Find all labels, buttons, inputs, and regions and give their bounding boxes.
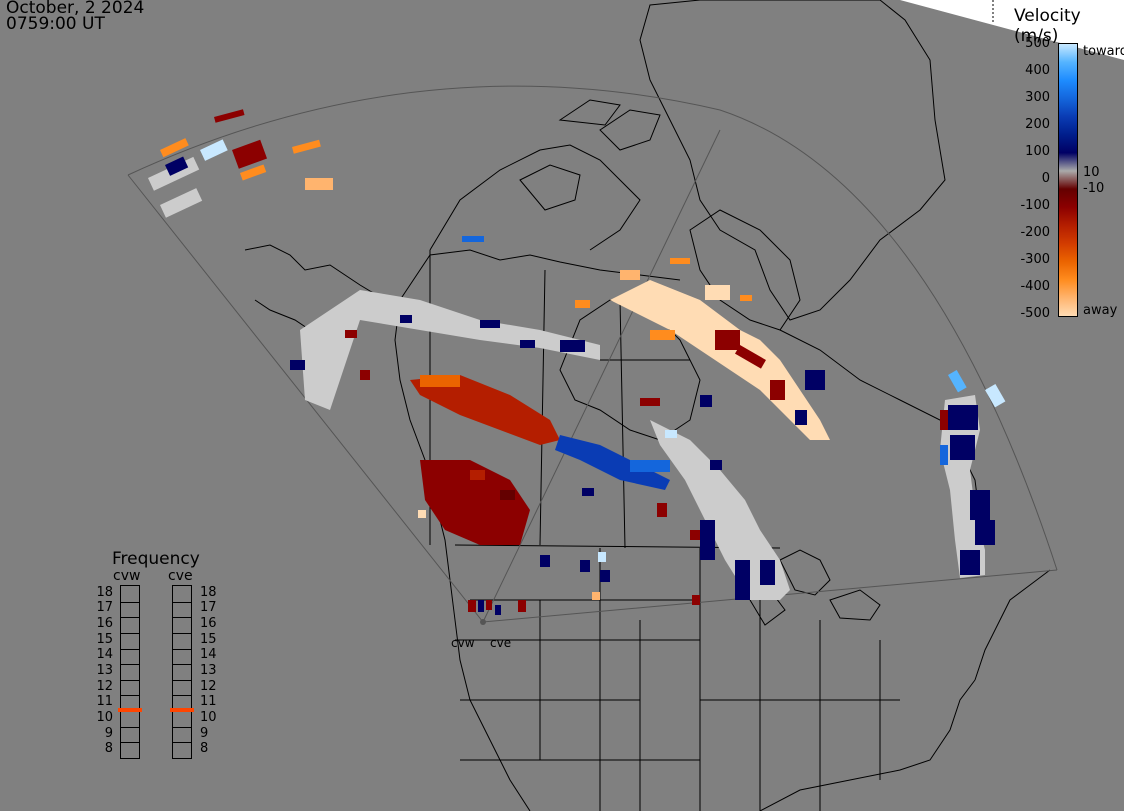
frequency-gridline xyxy=(173,679,191,681)
frequency-gridline xyxy=(173,726,191,728)
frequency-level-label: 8 xyxy=(200,741,209,757)
frequency-gridline xyxy=(173,601,191,603)
date-label: October, 2 2024 xyxy=(6,0,145,18)
frequency-level-label: 18 xyxy=(200,584,217,600)
colorbar-tick: -500 xyxy=(1020,306,1050,321)
frequency-level-label: 11 xyxy=(96,694,113,710)
frequency-level-label: 10 xyxy=(200,709,217,725)
frequency-gridline xyxy=(121,695,139,697)
frequency-marker xyxy=(170,707,194,712)
frequency-marker xyxy=(118,707,142,712)
frequency-level-label: 9 xyxy=(104,725,113,741)
colorbar-tick: 200 xyxy=(1025,117,1050,132)
colorbar-tick: -200 xyxy=(1020,225,1050,240)
colorbar-tick: 100 xyxy=(1025,144,1050,159)
colorbar-tick: -400 xyxy=(1020,279,1050,294)
colorbar-tick: 500 xyxy=(1025,36,1050,51)
colorbar-tick: -100 xyxy=(1020,198,1050,213)
site-label-cve: cve xyxy=(490,636,512,650)
colorbar-minus10-label: -10 xyxy=(1083,181,1105,196)
colorbar-tick: 0 xyxy=(1041,171,1050,186)
frequency-gridline xyxy=(121,632,139,634)
frequency-gridline xyxy=(173,695,191,697)
radar-label-cve: cve xyxy=(168,568,193,584)
frequency-level-label: 15 xyxy=(96,631,113,647)
colorbar xyxy=(1058,43,1078,317)
frequency-gridline xyxy=(121,617,139,619)
colorbar-toward-label: toward xyxy=(1083,44,1124,59)
frequency-level-label: 18 xyxy=(96,584,113,600)
frequency-bar-cve xyxy=(170,585,194,759)
frequency-level-label: 11 xyxy=(200,694,217,710)
radar-label-cvw: cvw xyxy=(113,568,141,584)
frequency-gridline xyxy=(121,601,139,603)
frequency-gridline xyxy=(121,664,139,666)
frequency-level-label: 10 xyxy=(96,709,113,725)
colorbar-title: Velocity (m/s) xyxy=(1014,6,1081,46)
frequency-gridline xyxy=(173,742,191,744)
colorbar-plus10-label: 10 xyxy=(1083,165,1100,180)
frequency-bar-cvw xyxy=(118,585,142,759)
frequency-level-label: 17 xyxy=(200,600,217,616)
colorbar-away-label: away xyxy=(1083,303,1118,318)
frequency-level-label: 16 xyxy=(200,616,217,632)
site-label-cvw: cvw xyxy=(451,636,475,650)
frequency-gridline xyxy=(121,711,139,713)
frequency-gridline xyxy=(173,648,191,650)
frequency-level-label: 12 xyxy=(200,678,217,694)
frequency-level-label: 16 xyxy=(96,616,113,632)
frequency-level-label: 12 xyxy=(96,678,113,694)
frequency-gridline xyxy=(173,664,191,666)
frequency-gridline xyxy=(121,726,139,728)
colorbar-tick: 300 xyxy=(1025,90,1050,105)
frequency-level-label: 13 xyxy=(96,663,113,678)
frequency-gridline xyxy=(173,617,191,619)
frequency-level-label: 9 xyxy=(200,725,209,741)
frequency-gridline xyxy=(173,711,191,713)
colorbar-tick: 400 xyxy=(1025,63,1050,78)
frequency-level-label: 17 xyxy=(96,600,113,616)
radar-site-marker xyxy=(480,619,486,625)
frequency-gridline xyxy=(173,632,191,634)
velocity-scatter xyxy=(148,109,1006,615)
frequency-gridline xyxy=(121,679,139,681)
time-label: 0759:00 UT xyxy=(6,14,105,34)
frequency-gridline xyxy=(121,742,139,744)
frequency-level-label: 15 xyxy=(200,631,217,647)
frequency-level-label: 14 xyxy=(200,647,217,663)
colorbar-tick: -300 xyxy=(1020,252,1050,267)
frequency-level-label: 8 xyxy=(104,741,113,757)
frequency-level-label: 14 xyxy=(96,647,113,663)
frequency-level-label: 13 xyxy=(200,663,217,678)
frequency-title: Frequency xyxy=(112,549,200,569)
frequency-gridline xyxy=(121,648,139,650)
